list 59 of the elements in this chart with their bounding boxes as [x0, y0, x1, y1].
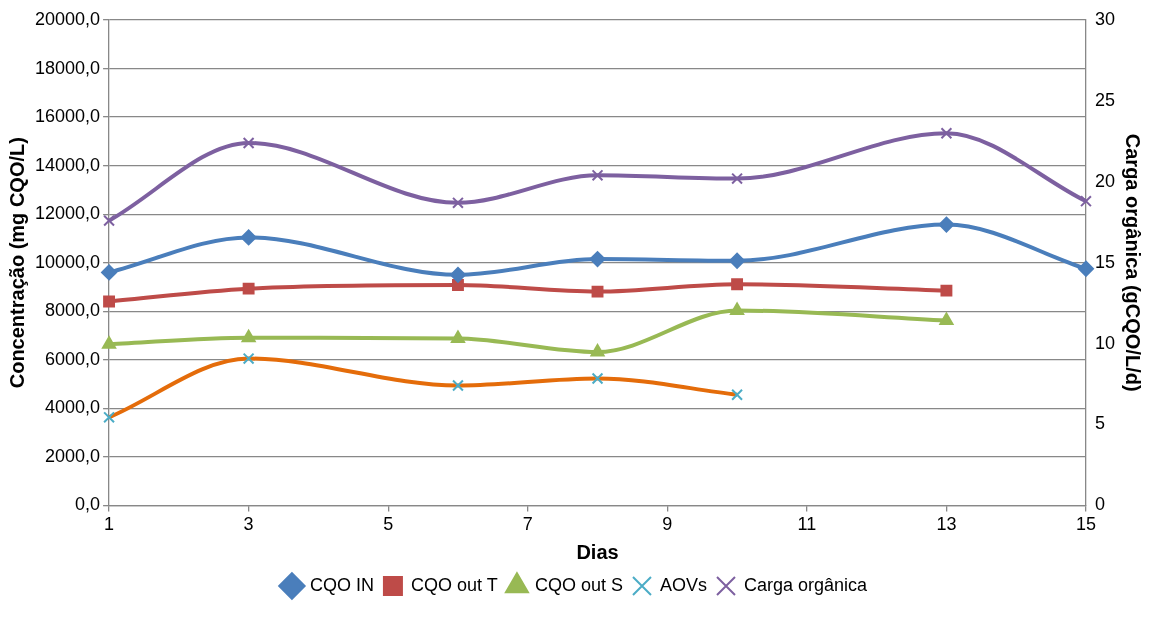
- y2-tick-label: 10: [1094, 332, 1116, 353]
- y-tick-label: 16000,0: [34, 106, 101, 127]
- legend-label: AOVs: [659, 574, 707, 595]
- x-tick-label: 11: [797, 514, 817, 535]
- y-tick-label: 14000,0: [34, 154, 101, 175]
- point: [103, 295, 116, 308]
- y-tick-label: 18000,0: [34, 57, 101, 78]
- y2-tick-label: 0: [1094, 494, 1105, 515]
- y-tick-label: 8000,0: [45, 300, 101, 321]
- x-tick-label: 13: [936, 514, 957, 535]
- point: [1080, 195, 1092, 208]
- point: [1077, 260, 1094, 277]
- y2-axis-title: Carga orgânica (gCQO/L/d): [1122, 133, 1145, 392]
- point: [589, 251, 606, 268]
- x-tick-label: 15: [1075, 514, 1096, 535]
- x-tick-label: 9: [662, 514, 673, 535]
- y2-tick-label: 30: [1094, 8, 1116, 29]
- point: [241, 329, 256, 343]
- point: [730, 302, 745, 316]
- point: [939, 312, 954, 325]
- point: [242, 282, 255, 295]
- x-tick-label: 5: [383, 514, 394, 535]
- point: [452, 196, 464, 209]
- point: [940, 284, 953, 297]
- point: [242, 137, 255, 149]
- point: [731, 172, 744, 185]
- x-tick-label: 1: [104, 514, 115, 535]
- point: [729, 252, 746, 269]
- point: [591, 169, 604, 182]
- y-tick-label: 10000,0: [34, 251, 101, 272]
- point: [590, 344, 605, 357]
- legend-label: Carga orgânica: [744, 574, 869, 595]
- point: [101, 264, 118, 281]
- legend-label: CQO out S: [534, 574, 623, 595]
- y-tick-label: 6000,0: [45, 348, 101, 369]
- legend-label: CQO IN: [309, 574, 374, 595]
- point: [103, 214, 116, 227]
- point: [102, 336, 117, 349]
- y2-tick-label: 25: [1094, 89, 1116, 110]
- y-tick-label: 12000,0: [34, 203, 101, 224]
- point: [240, 229, 257, 246]
- y-axis-title: Concentração (mg CQO/L): [5, 137, 28, 389]
- x-tick-label: 3: [243, 514, 254, 535]
- point: [450, 330, 466, 343]
- point: [731, 278, 744, 291]
- y-tick-label: 2000,0: [45, 445, 101, 466]
- y2-tick-label: 5: [1094, 413, 1105, 434]
- y-tick-label: 20000,0: [34, 8, 101, 29]
- y-tick-label: 4000,0: [45, 397, 101, 418]
- point: [591, 285, 604, 298]
- x-axis-title: Dias: [576, 540, 619, 563]
- y2-tick-label: 20: [1094, 170, 1116, 191]
- point: [938, 216, 955, 233]
- point: [449, 266, 466, 283]
- x-tick-label: 7: [522, 514, 533, 535]
- y2-tick-label: 15: [1094, 251, 1116, 272]
- y-tick-label: 0,0: [75, 494, 101, 515]
- legend-label: CQO out T: [410, 574, 498, 595]
- point: [940, 127, 953, 140]
